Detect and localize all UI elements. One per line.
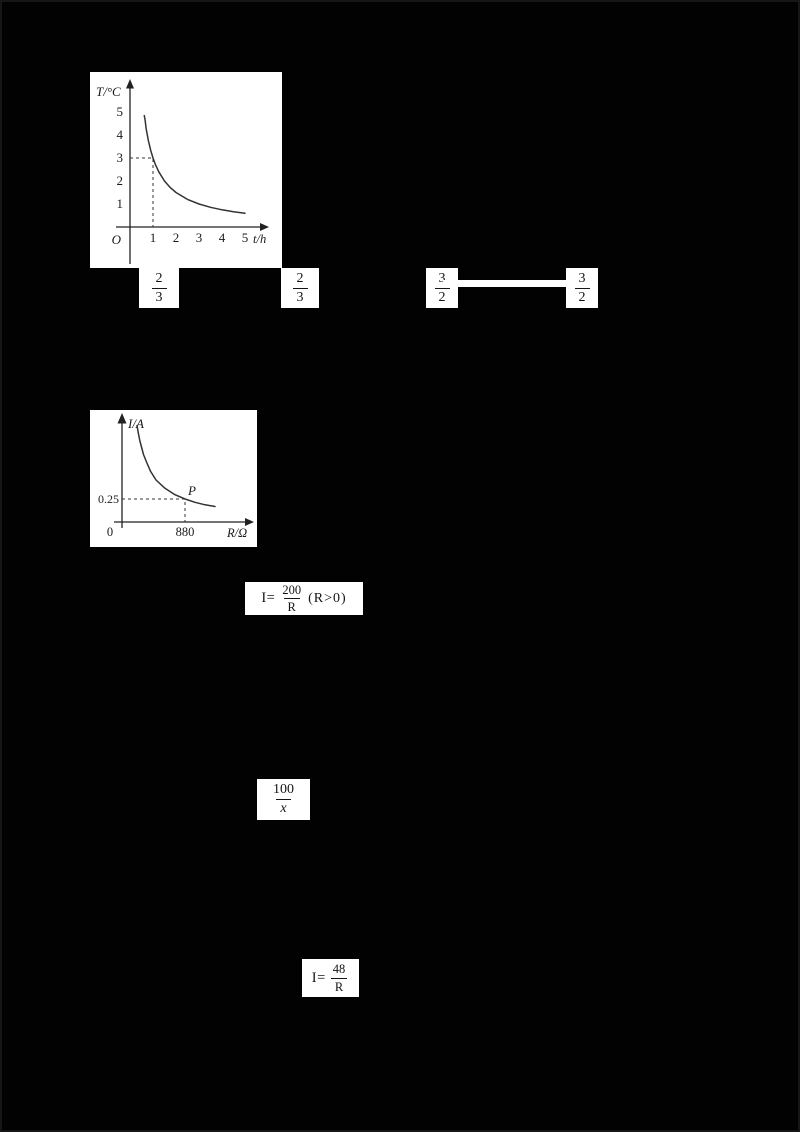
fraction-denominator: 2	[574, 287, 590, 305]
current-curve	[136, 424, 216, 508]
x-axis-label: t/h	[253, 232, 266, 246]
tick-label: 2	[173, 230, 180, 245]
tick-label: 5	[242, 230, 249, 245]
fraction-fragment-3: 3 2	[426, 268, 458, 308]
point-label: P	[187, 483, 196, 498]
x-value-label: 880	[176, 525, 195, 539]
tick-label: 3	[117, 150, 124, 165]
fraction-numerator: 200	[282, 582, 302, 597]
fraction-numerator: 100	[273, 782, 294, 797]
x-axis-arrow	[260, 223, 269, 231]
fraction-numerator: 3	[438, 270, 446, 286]
formula-current-48: I= 48 R	[302, 959, 359, 997]
fraction-fragment-2: 2 3	[281, 268, 319, 308]
x-axis-label: R/Ω	[226, 526, 247, 540]
fraction-numerator: 2	[296, 270, 304, 286]
y-axis-arrow	[126, 79, 134, 89]
temperature-time-graph-canvas: T/°C O t/h 5 4 3 2 1 1 2 3 4 5	[96, 79, 269, 264]
fraction-denominator: R	[283, 598, 300, 614]
fraction-fragment-1: 2 3	[139, 268, 179, 308]
tick-label: 2	[117, 173, 124, 188]
tick-label: 1	[117, 196, 124, 211]
fraction: 2 3	[151, 270, 167, 305]
tick-label: 4	[219, 230, 226, 245]
formula-current-200: I= 200 R (R>0)	[245, 582, 363, 615]
y-axis-label: I/A	[127, 416, 144, 431]
tick-label: 1	[150, 230, 157, 245]
fraction-numerator: 3	[578, 270, 586, 286]
fraction-denominator: R	[330, 977, 348, 994]
fraction: 48 R	[329, 963, 350, 993]
formula-lhs: I=	[311, 969, 326, 986]
formula-condition: (R>0)	[308, 590, 347, 606]
y-axis-label: T/°C	[96, 84, 121, 99]
fraction-denominator: 3	[151, 287, 167, 305]
temperature-time-graph: T/°C O t/h 5 4 3 2 1 1 2 3 4 5	[90, 72, 282, 268]
cooling-curve	[143, 114, 246, 214]
fraction: 3 2	[434, 270, 450, 305]
y-axis-arrow	[117, 413, 127, 424]
current-resistance-graph: I/A 0.25 P 880 R/Ω 0	[90, 410, 257, 547]
tick-label: 4	[117, 127, 124, 142]
fraction-denominator: 2	[434, 287, 450, 305]
tick-label: 3	[196, 230, 203, 245]
formula-lhs: I=	[261, 590, 276, 606]
fraction-numerator: 2	[155, 270, 163, 286]
dashed-guide	[122, 498, 186, 522]
fraction-numerator: 48	[332, 962, 346, 976]
fraction: 200 R	[278, 582, 305, 614]
current-resistance-graph-canvas: I/A 0.25 P 880 R/Ω 0	[98, 413, 254, 540]
origin-label: O	[112, 232, 122, 247]
y-value-label: 0.25	[98, 492, 119, 506]
formula-100-over-x: 100 x	[257, 779, 310, 820]
fraction: 100 x	[269, 783, 298, 816]
fraction: 3 2	[574, 270, 590, 305]
fraction: 2 3	[292, 270, 308, 305]
whiteout-strip	[443, 280, 587, 287]
fraction-denominator: 3	[292, 287, 308, 305]
dashed-guide	[130, 157, 154, 227]
fraction-fragment-4: 3 2	[566, 268, 598, 308]
x-axis-arrow	[245, 518, 254, 526]
origin-label: 0	[107, 525, 113, 539]
tick-label: 5	[117, 104, 124, 119]
fraction-denominator: x	[276, 799, 291, 816]
